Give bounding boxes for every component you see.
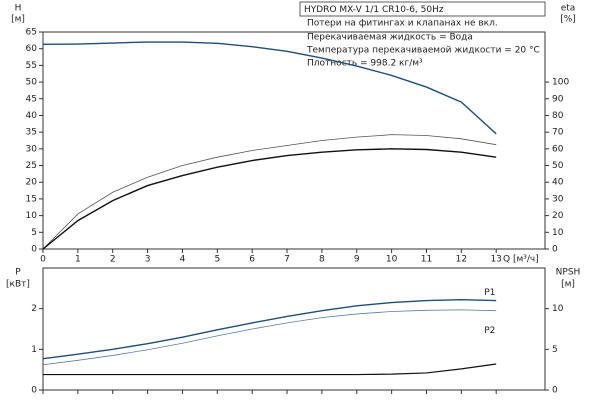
x-tick-label: 1 [75, 255, 81, 265]
curve [42, 299, 497, 360]
x-tick-label: 7 [284, 255, 290, 265]
note: Перекачиваемая жидкость = Вода [307, 33, 473, 43]
y-axis-unit: [м] [11, 15, 25, 25]
y-tick-label: 30 [26, 144, 38, 154]
y2-tick-label: 5 [552, 345, 558, 355]
y2-tick-label: 60 [552, 144, 564, 154]
plot-frame [42, 31, 546, 250]
x-tick-label: 11 [421, 255, 432, 265]
y-tick-label: 15 [26, 194, 37, 204]
x-axis-label: Q [м³/ч] [503, 255, 539, 265]
note: Температура перекачиваемой жидкости = 20… [306, 46, 540, 56]
y-tick-label: 35 [26, 128, 37, 138]
curve [42, 41, 497, 135]
y2-tick-label: 10 [552, 304, 564, 314]
series-label: P1 [484, 288, 495, 298]
y-tick-label: 50 [26, 78, 38, 88]
y2-tick-label: 50 [552, 161, 564, 171]
title-box [299, 1, 546, 17]
curve [43, 363, 497, 376]
y-tick-label: 20 [26, 178, 38, 188]
y-tick-label: 10 [26, 211, 38, 221]
y-tick-label: 55 [26, 61, 37, 71]
x-tick-label: 12 [456, 255, 467, 265]
y2-tick-label: 40 [552, 178, 564, 188]
y2-axis-unit: [%] [560, 15, 576, 25]
y2-tick-label: 80 [552, 111, 564, 121]
y-tick-label: 1 [31, 345, 37, 355]
y-tick-label: 60 [26, 44, 38, 54]
x-tick-label: 3 [145, 255, 151, 265]
x-tick-label: 2 [110, 255, 116, 265]
y-axis-unit: [кВт] [6, 280, 30, 290]
chart-title: HYDRO MX-V 1/1 CR10-6, 50Hz [304, 5, 444, 15]
y2-tick-label: 70 [552, 128, 564, 138]
x-tick-label: 13 [490, 255, 501, 265]
curve [42, 148, 497, 250]
y-tick-label: 45 [26, 94, 37, 104]
y-axis-label: P [15, 268, 21, 278]
x-tick-label: 8 [319, 255, 325, 265]
series-label: P2 [484, 326, 495, 336]
y2-axis-label: eta [561, 4, 576, 14]
y-tick-label: 2 [31, 304, 37, 314]
y2-tick-label: 0 [552, 245, 558, 255]
curve [42, 309, 497, 366]
y-tick-label: 0 [31, 245, 37, 255]
y-tick-label: 25 [26, 161, 37, 171]
note: Потери на фитингах и клапанах не вкл. [307, 19, 498, 29]
y2-axis-unit: [м] [561, 280, 575, 290]
y2-tick-label: 10 [552, 228, 564, 238]
y-tick-label: 0 [31, 386, 37, 396]
x-tick-label: 6 [249, 255, 255, 265]
curve [42, 134, 497, 250]
y2-tick-label: 30 [552, 194, 564, 204]
y-tick-label: 40 [26, 111, 38, 121]
y2-axis-label: NPSH [556, 268, 581, 278]
x-tick-label: 9 [354, 255, 360, 265]
y2-tick-label: 20 [552, 211, 564, 221]
x-tick-label: 10 [386, 255, 398, 265]
y2-tick-label: 0 [552, 386, 558, 396]
y-tick-label: 5 [31, 228, 37, 238]
x-tick-label: 5 [214, 255, 220, 265]
x-tick-label: 0 [40, 255, 46, 265]
x-tick-label: 4 [180, 255, 186, 265]
y-axis-label: H [15, 4, 22, 14]
note: Плотность = 998.2 кг/м³ [307, 59, 423, 69]
y2-tick-label: 100 [552, 78, 569, 88]
y2-tick-label: 90 [552, 94, 564, 104]
plot-frame [42, 267, 546, 391]
y-tick-label: 65 [26, 28, 37, 38]
